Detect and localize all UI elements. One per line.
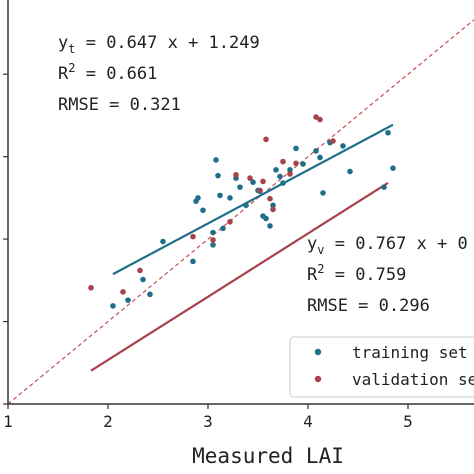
training-point (213, 157, 219, 163)
training-point (347, 168, 353, 175)
legend-marker-validation (314, 375, 322, 383)
training-fit-line (112, 123, 394, 276)
training-point (390, 165, 396, 171)
validation-point (210, 237, 216, 243)
training-point (320, 190, 326, 196)
validation-point (190, 233, 196, 240)
validation-rmse: RMSE = 0.296 (307, 296, 430, 316)
validation-point (313, 114, 319, 120)
training-point (217, 192, 223, 199)
training-point (277, 173, 283, 180)
training-point (250, 179, 256, 186)
training-point (160, 238, 166, 245)
validation-point (257, 187, 263, 194)
training-point (381, 184, 387, 190)
validation-point (88, 284, 94, 291)
training-point (237, 184, 243, 190)
training-point (125, 297, 131, 303)
validation-point (267, 195, 273, 202)
validation-point (137, 267, 143, 274)
training-point (385, 129, 391, 136)
training-point (300, 161, 306, 167)
x-axis-label: Measured LAI (192, 444, 344, 468)
validation-point (263, 136, 269, 143)
training-point (195, 195, 201, 201)
training-point (110, 303, 116, 309)
training-point (267, 223, 273, 229)
legend: training set validation se (289, 336, 474, 398)
legend-marker-training (314, 348, 322, 356)
data-marks (88, 114, 396, 372)
x-tick-label-3: 3 (203, 412, 213, 431)
training-rmse: RMSE = 0.321 (58, 95, 181, 115)
validation-equation: yv = 0.767 x + 0 (307, 234, 468, 257)
validation-point (247, 175, 253, 181)
training-point (273, 167, 279, 173)
validation-point (260, 178, 266, 185)
training-point (313, 148, 319, 154)
training-equation: yt = 0.647 x + 1.249 (58, 33, 260, 56)
x-tick-label-5: 5 (403, 412, 413, 431)
validation-point (287, 171, 293, 177)
training-point (280, 180, 286, 186)
validation-point (317, 116, 323, 123)
training-point (287, 167, 293, 173)
validation-r2: R2 = 0.759 (307, 262, 406, 285)
validation-point (330, 138, 336, 144)
x-tick-label-2: 2 (103, 412, 113, 431)
x-tick-label-1: 1 (3, 412, 13, 431)
validation-point (227, 218, 233, 225)
one-to-one-line (7, 19, 474, 405)
training-point (340, 143, 346, 149)
legend-label-validation: validation se (352, 370, 474, 389)
training-point (317, 154, 323, 161)
training-point (147, 291, 153, 298)
training-point (210, 242, 216, 248)
validation-point (120, 289, 126, 295)
validation-point (280, 158, 286, 165)
training-point (215, 172, 221, 179)
legend-label-training: training set (352, 343, 468, 362)
training-point (140, 276, 146, 283)
legend-box (289, 336, 474, 398)
training-point (190, 258, 196, 265)
training-point (243, 202, 249, 209)
training-point (227, 195, 233, 201)
validation-point (270, 206, 276, 213)
training-point (270, 202, 276, 209)
x-tick-label-4: 4 (303, 412, 313, 431)
training-point (220, 225, 226, 232)
validation-point (293, 160, 299, 167)
training-point (200, 207, 206, 214)
training-point (210, 229, 216, 236)
training-r2: R2 = 0.661 (58, 61, 157, 84)
validation-point (233, 171, 239, 178)
plot-area: 1 2 3 4 5 (3, 0, 474, 431)
training-point (293, 145, 299, 152)
training-point (263, 215, 269, 222)
validation-fit-line (90, 181, 389, 372)
